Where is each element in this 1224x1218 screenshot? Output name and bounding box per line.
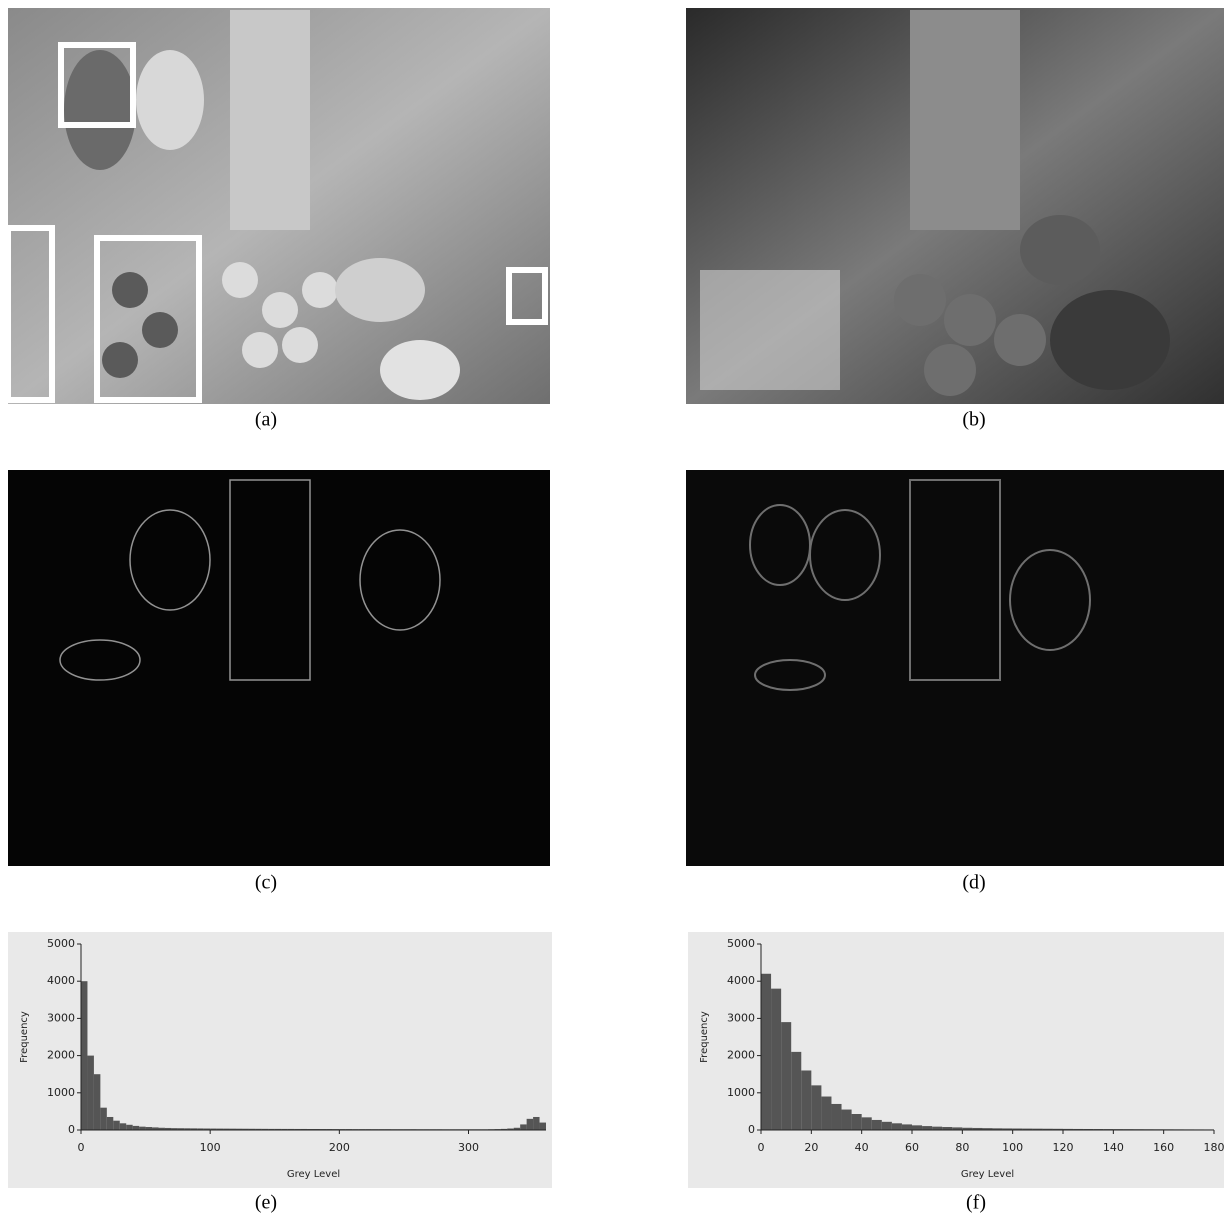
x-tick-label: 0 [78,1141,85,1154]
y-axis-label: Frequency [19,1011,30,1063]
figure-canvas: (a) (b) (c) (d) (e) (f) 0100020003000400… [0,0,1224,1218]
x-tick-label: 200 [329,1141,350,1154]
bar [107,1117,113,1130]
bar [811,1085,821,1130]
figure: (a) (b) (c) (d) (e) (f) 0100020003000400… [0,0,1224,1218]
bar [842,1110,852,1130]
bar [922,1126,932,1130]
bar [520,1124,526,1130]
caption: (a) [255,409,277,431]
x-tick-label: 140 [1103,1141,1124,1154]
bar [533,1117,539,1130]
bar [126,1125,132,1130]
x-tick-label: 60 [905,1141,919,1154]
bar [862,1117,872,1130]
y-tick-label: 1000 [727,1086,755,1099]
x-tick-label: 40 [855,1141,869,1154]
x-tick-label: 20 [804,1141,818,1154]
photo-d [686,470,1224,866]
bar [791,1052,801,1130]
bar [781,1022,791,1130]
bar [527,1119,533,1130]
bar [540,1123,546,1130]
bar [882,1122,892,1130]
bar [821,1097,831,1130]
bar [831,1104,841,1130]
caption: (f) [966,1192,986,1214]
bar [94,1074,100,1130]
y-tick-label: 1000 [47,1086,75,1099]
photo-b [686,8,1224,404]
x-tick-label: 0 [758,1141,765,1154]
caption: (e) [255,1192,277,1214]
bar [81,981,87,1130]
bar [761,974,771,1130]
caption: (c) [255,872,277,894]
caption: (b) [962,409,985,431]
bar [133,1126,139,1130]
bar [113,1121,119,1130]
y-tick-label: 2000 [727,1049,755,1062]
bar [932,1127,942,1130]
photo-a [8,8,550,404]
bar [902,1124,912,1130]
x-tick-label: 160 [1153,1141,1174,1154]
y-tick-label: 4000 [47,974,75,987]
x-tick-label: 100 [1002,1141,1023,1154]
x-axis-label: Grey Level [961,1169,1014,1180]
bar [852,1114,862,1130]
bar [87,1056,93,1130]
x-tick-label: 80 [955,1141,969,1154]
x-tick-label: 300 [458,1141,479,1154]
y-axis-label: Frequency [699,1011,710,1063]
x-axis-label: Grey Level [287,1169,340,1180]
bar [139,1127,145,1130]
bar [100,1108,106,1130]
x-tick-label: 120 [1053,1141,1074,1154]
x-tick-label: 100 [200,1141,221,1154]
y-tick-label: 5000 [47,937,75,950]
bar [872,1120,882,1130]
bar [892,1123,902,1130]
y-tick-label: 2000 [47,1049,75,1062]
caption: (d) [962,872,985,894]
bar [771,989,781,1130]
y-tick-label: 0 [68,1123,75,1136]
y-tick-label: 4000 [727,974,755,987]
photo-c [8,470,550,866]
bar [912,1125,922,1130]
y-tick-label: 3000 [727,1011,755,1024]
x-tick-label: 180 [1204,1141,1224,1154]
y-tick-label: 5000 [727,937,755,950]
bar [120,1123,126,1130]
y-tick-label: 0 [748,1123,755,1136]
y-tick-label: 3000 [47,1011,75,1024]
bar [801,1070,811,1130]
